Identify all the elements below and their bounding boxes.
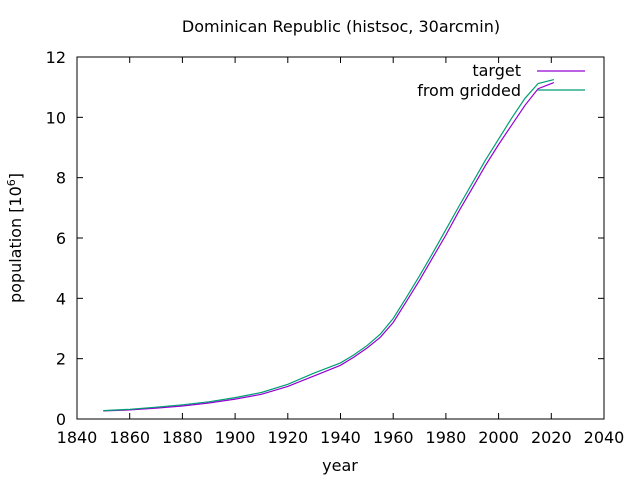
y-tick-label: 4 (56, 289, 66, 308)
y-tick-label: 10 (46, 108, 66, 127)
series-lines (103, 79, 555, 412)
x-tick-label: 1920 (267, 428, 308, 447)
x-tick-label: 1880 (162, 428, 203, 447)
y-axis-ticks: 0 2 4 6 8 10 12 (46, 48, 604, 429)
y-axis-label-main: population [10 (6, 186, 25, 303)
x-tick-label: 1940 (320, 428, 361, 447)
y-tick-label: 2 (56, 350, 66, 369)
x-tick-label: 1900 (215, 428, 256, 447)
x-tick-label: 1840 (57, 428, 98, 447)
y-tick-label: 12 (46, 48, 66, 67)
y-axis-label-exponent: 6 (5, 179, 18, 186)
legend: target from gridded (417, 61, 585, 100)
legend-item-from-gridded: from gridded (417, 81, 585, 100)
x-tick-label: 2040 (584, 428, 625, 447)
x-tick-label: 1980 (426, 428, 467, 447)
x-tick-label: 1860 (109, 428, 150, 447)
y-axis-label: population [106] (5, 173, 25, 303)
x-tick-label: 2000 (478, 428, 519, 447)
legend-label-from-gridded: from gridded (417, 81, 521, 100)
y-tick-label: 8 (56, 169, 66, 188)
x-tick-label: 2020 (531, 428, 572, 447)
y-tick-label: 0 (56, 410, 66, 429)
y-tick-label: 6 (56, 229, 66, 248)
series-line-target (103, 82, 555, 412)
x-tick-label: 1960 (373, 428, 414, 447)
chart-title: Dominican Republic (histsoc, 30arcmin) (182, 17, 500, 36)
legend-label-target: target (472, 61, 521, 80)
series-line-from-gridded (103, 79, 555, 412)
x-axis-label: year (322, 456, 358, 475)
x-axis-ticks: 1840 1860 1880 1900 1920 1940 1960 1980 2000 2020… (57, 57, 625, 447)
legend-item-target: target (472, 61, 585, 80)
y-axis-label-end: ] (6, 173, 25, 179)
